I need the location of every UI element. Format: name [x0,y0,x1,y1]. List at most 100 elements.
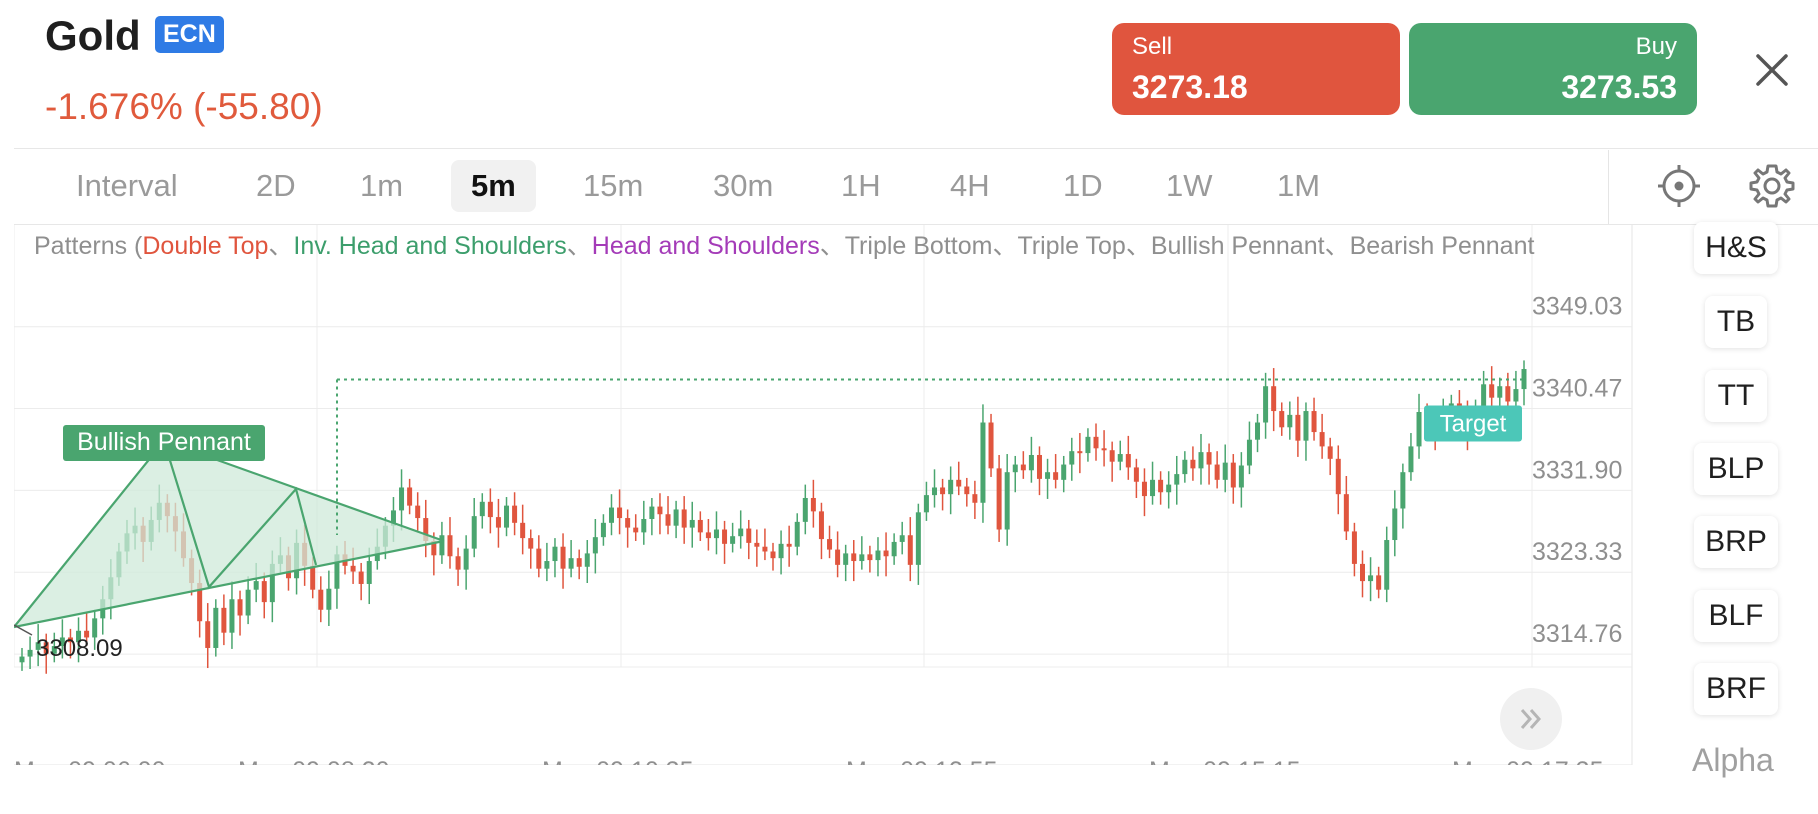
candle [431,540,437,556]
high-label: 3346.0 [1436,225,1509,231]
candle [633,527,639,533]
target-label-box [1424,405,1522,442]
candle [794,521,800,547]
pattern-button-blp[interactable]: BLP [1694,443,1778,495]
candle [366,561,372,584]
candle [1327,446,1333,459]
crosshair-icon[interactable] [1657,164,1701,208]
close-icon[interactable] [1752,50,1792,90]
pattern-button-hs[interactable]: H&S [1694,222,1778,274]
patterns-legend: Patterns (Double Top、Inv. Head and Shoul… [34,226,1634,262]
candle [1408,446,1414,473]
candle [35,642,41,650]
candle [1125,454,1131,468]
candle [1158,479,1164,493]
candle [76,630,82,643]
pennant-label-box [63,425,265,461]
candle [350,565,356,572]
legend-head-shoulders[interactable]: Head and Shoulders [591,232,820,260]
interval-interval[interactable]: Interval [76,168,178,203]
candle [59,637,65,647]
candle [1214,464,1220,480]
candle [738,528,744,537]
candle [479,501,485,517]
candle [1150,479,1156,497]
pattern-button-brp[interactable]: BRP [1694,516,1778,568]
patterns-prefix: Patterns ( [34,232,143,260]
candle [1351,531,1357,564]
candle [358,571,364,584]
sell-button[interactable]: Sell 3273.18 [1112,23,1400,115]
candle [407,487,413,506]
candle [584,553,590,567]
interval-2d[interactable]: 2D [256,168,296,203]
candle [915,512,921,565]
interval-1m[interactable]: 1M [1277,168,1321,203]
candle [1077,451,1083,454]
candle [1400,472,1406,509]
candle [237,599,243,616]
candle [221,607,227,633]
x-tick-label: May 09 12:55 [846,757,998,765]
candle [487,501,493,518]
candle [334,554,340,589]
candle [1109,450,1115,462]
pattern-button-tb[interactable]: TB [1705,296,1767,348]
pattern-button-brf[interactable]: BRF [1694,663,1778,715]
legend-inv-head-shoulders[interactable]: Inv. Head and Shoulders [293,232,567,260]
interval-bar: Interval 2D 1m 5m 15m 30m 1H 4H 1D 1W 1M [0,150,1608,224]
candle [1206,452,1212,465]
candle [617,507,623,519]
candle [1012,464,1018,473]
candle [1271,386,1277,412]
candle [827,539,833,550]
candle [512,505,518,523]
pattern-button-blf[interactable]: BLF [1694,590,1778,642]
candle [1295,414,1301,441]
candle [1416,412,1422,447]
interval-1h[interactable]: 1H [841,168,881,203]
candle [1117,454,1123,462]
buy-button[interactable]: Buy 3273.53 [1409,23,1697,115]
candle [447,535,453,557]
legend-double-top[interactable]: Double Top [142,232,269,260]
x-tick-label: May 09 10:35 [542,757,694,765]
candle [245,589,251,616]
candle [1481,384,1487,409]
candle [713,529,719,539]
y-tick-label: 3314.76 [1532,620,1622,648]
interval-1m[interactable]: 1m [360,168,404,203]
alpha-label[interactable]: Alpha [1692,742,1774,778]
candle [261,581,267,603]
candle [641,519,647,533]
candle [197,583,203,622]
interval-5m[interactable]: 5m [451,160,536,212]
candle [665,514,671,526]
candle [746,528,752,543]
candle [326,588,332,610]
scroll-latest-button[interactable] [1500,688,1562,750]
x-tick-label: May 09 06:00 [14,757,166,765]
pattern-button-tt[interactable]: TT [1705,370,1767,422]
candle [1489,384,1495,398]
interval-1w[interactable]: 1W [1166,168,1213,203]
candle [1343,494,1349,532]
gear-icon[interactable] [1748,162,1796,210]
candle [1335,458,1341,495]
candle [229,599,235,633]
candle [923,495,929,513]
candle [1311,411,1317,433]
candle [697,519,703,533]
interval-15m[interactable]: 15m [583,168,644,203]
candle [608,507,614,523]
candle [463,548,469,570]
candle [1101,448,1107,451]
candle [689,519,695,528]
interval-30m[interactable]: 30m [713,168,774,203]
candle [520,522,526,539]
price-chart[interactable]: 3349.03 3340.47 3331.90 3323.33 3314.76 May 0… [14,225,1634,765]
interval-4h[interactable]: 4H [950,168,990,203]
candle [1246,439,1252,466]
candle [883,550,889,557]
interval-1d[interactable]: 1D [1063,168,1103,203]
